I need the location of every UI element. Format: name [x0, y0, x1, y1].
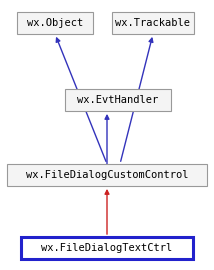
FancyBboxPatch shape	[65, 89, 171, 111]
FancyBboxPatch shape	[21, 237, 193, 259]
Text: wx.Trackable: wx.Trackable	[116, 18, 190, 28]
Text: wx.FileDialogCustomControl: wx.FileDialogCustomControl	[26, 170, 188, 180]
Text: wx.EvtHandler: wx.EvtHandler	[77, 95, 159, 105]
FancyBboxPatch shape	[7, 164, 207, 186]
Text: wx.Object: wx.Object	[27, 18, 83, 28]
FancyBboxPatch shape	[112, 12, 194, 34]
Text: wx.FileDialogTextCtrl: wx.FileDialogTextCtrl	[41, 243, 173, 253]
FancyBboxPatch shape	[17, 12, 93, 34]
